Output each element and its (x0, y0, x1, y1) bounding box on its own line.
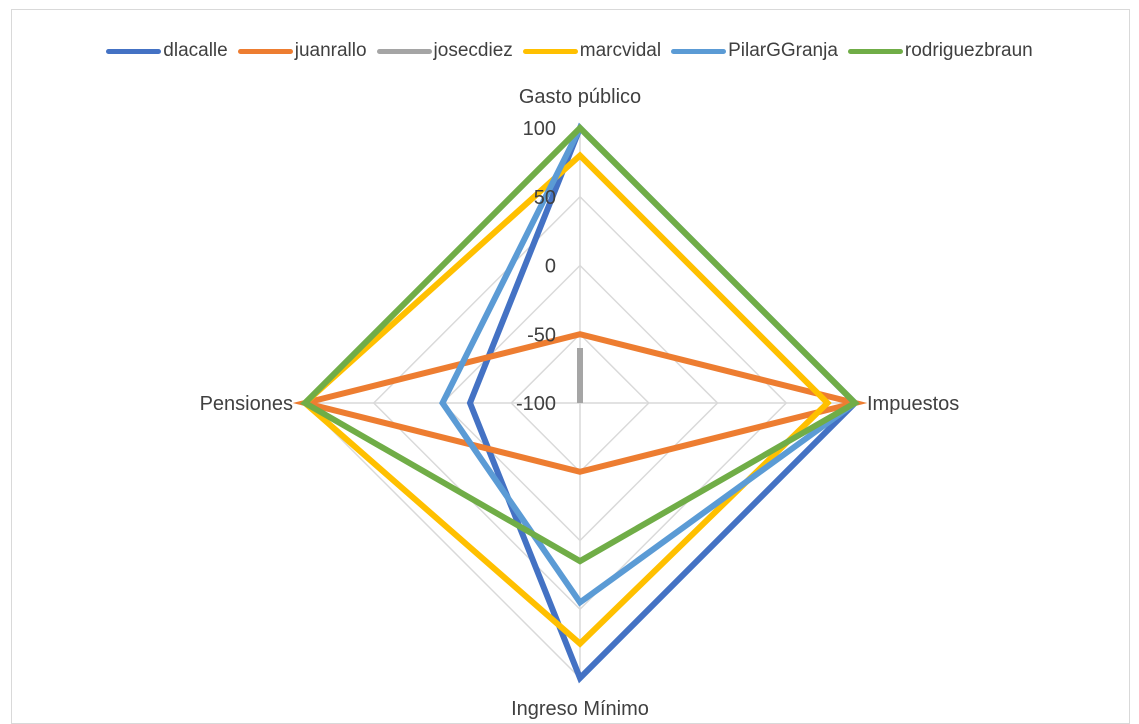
legend-item-dlacalle: dlacalle (106, 40, 228, 62)
legend-label: PilarGGranja (728, 40, 838, 61)
category-label-ingreso-minimo: Ingreso Mínimo (511, 698, 649, 719)
category-label-pensiones: Pensiones (200, 393, 293, 415)
legend-label: dlacalle (163, 40, 228, 61)
legend-item-josecdiez: josecdiez (376, 40, 513, 62)
legend-swatch (847, 48, 903, 54)
legend-item-rodriguezbraun: rodriguezbraun (847, 40, 1033, 62)
tick-label: -50 (527, 324, 556, 346)
legend-swatch (376, 48, 432, 54)
legend-item-juanrallo: juanrallo (237, 40, 367, 62)
legend-swatch (522, 48, 578, 54)
tick-label: 50 (534, 187, 556, 209)
chart-legend: dlacalle juanrallo josecdiez marcvidal Pilar… (0, 37, 1139, 65)
tick-label: 0 (545, 256, 556, 278)
chart-frame (11, 9, 1130, 724)
legend-item-pilarggranja: PilarGGranja (671, 40, 838, 62)
legend-item-marcvidal: marcvidal (522, 40, 662, 62)
series-line-juanrallo (292, 331, 868, 475)
tick-label: -100 (516, 393, 556, 415)
tick-label: 100 (523, 118, 556, 140)
radar-series-group (292, 122, 868, 684)
series-line-marcvidal (300, 151, 832, 648)
category-label-impuestos: Impuestos (867, 393, 959, 415)
legend-swatch (671, 48, 727, 54)
legend-swatch (237, 48, 293, 54)
series-line-rodriguezbraun (300, 123, 860, 565)
legend-swatch (106, 48, 162, 54)
legend-label: rodriguezbraun (904, 40, 1033, 61)
legend-label: josecdiez (433, 40, 513, 61)
category-label-gasto-publico: Gasto público (519, 86, 641, 108)
legend-label: marcvidal (579, 40, 662, 61)
radar-labels: 100 50 0 -50 -100 Gasto público Impuestos Ingre… (200, 86, 960, 719)
legend-label: juanrallo (294, 40, 367, 61)
